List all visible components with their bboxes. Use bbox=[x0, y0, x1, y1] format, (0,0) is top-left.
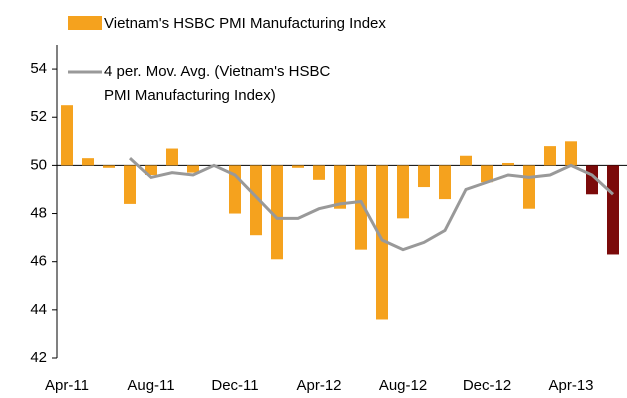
bar bbox=[166, 148, 178, 166]
bar bbox=[61, 105, 73, 166]
bar bbox=[82, 158, 94, 166]
bar bbox=[334, 165, 346, 209]
legend-label: Vietnam's HSBC PMI Manufacturing Index bbox=[104, 15, 386, 32]
bar bbox=[355, 165, 367, 250]
x-tick-label: Aug-11 bbox=[127, 377, 174, 394]
bar bbox=[313, 165, 325, 180]
moving-average-line bbox=[128, 157, 615, 252]
bar bbox=[103, 165, 115, 168]
x-tick-label: Apr-11 bbox=[45, 377, 89, 394]
bar bbox=[502, 162, 514, 166]
bar bbox=[565, 141, 577, 166]
x-tick-label: Aug-12 bbox=[379, 377, 427, 394]
bar bbox=[397, 165, 409, 219]
bar bbox=[481, 165, 493, 183]
legend-label-line: 4 per. Mov. Avg. (Vietnam's HSBC bbox=[104, 63, 330, 80]
bar bbox=[418, 165, 430, 188]
bar bbox=[439, 165, 451, 200]
bar bbox=[145, 165, 157, 176]
legend-swatch bbox=[68, 16, 102, 30]
x-tick-label: Dec-11 bbox=[211, 377, 258, 394]
legend-label-line: PMI Manufacturing Index) bbox=[104, 87, 276, 104]
bar bbox=[292, 165, 304, 168]
bar bbox=[607, 165, 619, 255]
y-tick-label: 44 bbox=[30, 301, 47, 318]
bar bbox=[544, 146, 556, 166]
y-tick-label: 48 bbox=[30, 205, 47, 222]
x-tick-label: Apr-12 bbox=[296, 377, 341, 394]
y-tick-label: 52 bbox=[30, 108, 47, 125]
x-tick-label: Dec-12 bbox=[463, 377, 511, 394]
y-tick-label: 42 bbox=[30, 349, 47, 366]
bar bbox=[523, 165, 535, 209]
bar bbox=[376, 165, 388, 320]
bar bbox=[250, 165, 262, 236]
bar bbox=[460, 155, 472, 166]
bar bbox=[187, 165, 199, 173]
y-tick-label: 46 bbox=[30, 253, 47, 270]
x-tick-label: Apr-13 bbox=[548, 377, 593, 394]
legend-label: 4 per. Mov. Avg. (Vietnam's HSBC PMI Manu… bbox=[104, 63, 330, 104]
bar bbox=[124, 165, 136, 204]
bar bbox=[271, 165, 283, 260]
y-tick-label: 50 bbox=[30, 156, 47, 173]
y-tick-label: 54 bbox=[30, 60, 47, 77]
